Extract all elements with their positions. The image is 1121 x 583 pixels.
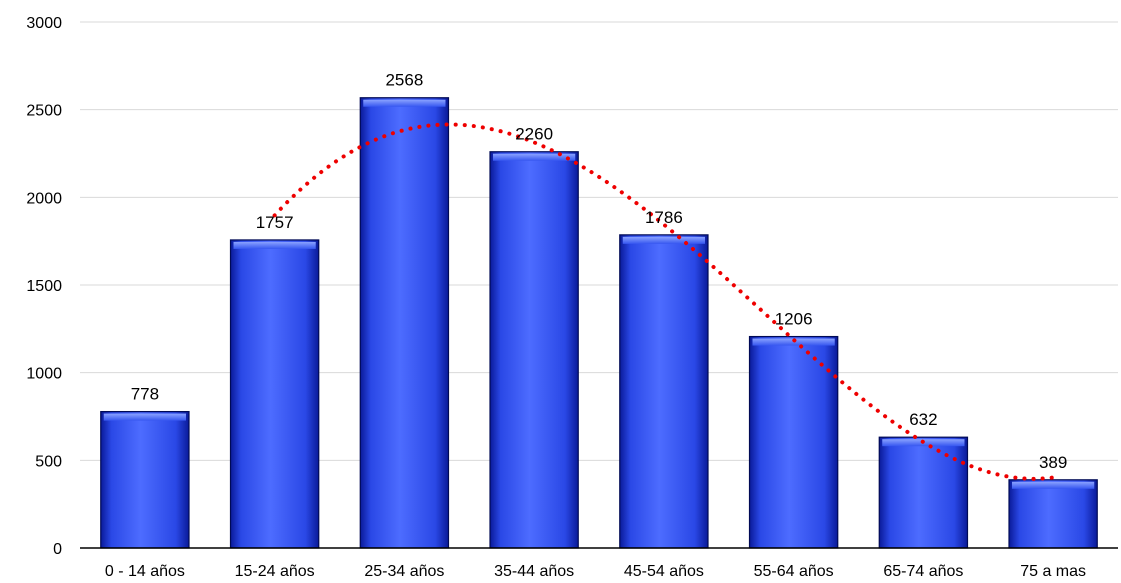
bar [229, 239, 320, 549]
y-tick-label: 1000 [26, 366, 62, 383]
bar-top-highlight [233, 241, 316, 249]
bar-body [229, 239, 320, 549]
data-label: 389 [1039, 453, 1067, 472]
data-label: 2260 [515, 125, 553, 144]
x-tick-label: 15-24 años [235, 563, 315, 580]
data-label: 778 [131, 385, 159, 404]
x-tick-label: 25-34 años [364, 563, 444, 580]
y-tick-label: 2000 [26, 190, 62, 207]
bar-body [619, 234, 709, 549]
bar-top-highlight [103, 413, 186, 421]
x-tick-label: 35-44 años [494, 563, 574, 580]
bar-top-highlight [493, 153, 576, 161]
data-label: 1757 [256, 213, 294, 232]
bar [359, 97, 450, 549]
bar [1008, 479, 1098, 549]
bar [489, 151, 579, 549]
data-label: 1206 [775, 310, 813, 329]
bar-top-highlight [1012, 481, 1095, 489]
y-tick-label: 2500 [26, 103, 62, 120]
trendline-path [272, 122, 1056, 481]
bar [748, 335, 839, 549]
y-tick-label: 1500 [26, 278, 62, 295]
y-tick-label: 500 [35, 453, 62, 470]
data-label: 1786 [645, 208, 683, 227]
y-axis-tick-labels: 0 500 1000 1500 2000 2500 3000 [26, 15, 62, 558]
data-label: 2568 [385, 71, 423, 90]
y-tick-label: 3000 [26, 15, 62, 32]
x-tick-label: 75 a mas [1020, 563, 1086, 580]
bars [100, 97, 1098, 549]
y-tick-label: 0 [53, 541, 62, 558]
bar [878, 436, 969, 549]
x-axis-tick-labels: 0 - 14 años 15-24 años 25-34 años 35-44 año… [105, 563, 1086, 580]
x-tick-label: 45-54 años [624, 563, 704, 580]
x-tick-label: 0 - 14 años [105, 563, 185, 580]
data-label: 632 [909, 410, 937, 429]
x-tick-label: 65-74 años [883, 563, 963, 580]
data-labels: 778 1757 2568 2260 1786 1206 632 389 [131, 71, 1068, 472]
bar-body [1008, 479, 1098, 549]
bar-body [359, 97, 450, 549]
bar [100, 410, 190, 549]
bar-top-highlight [363, 99, 446, 107]
x-tick-label: 55-64 años [754, 563, 834, 580]
trendline [272, 122, 1056, 481]
bar-body [878, 436, 969, 549]
bar-body [489, 151, 579, 549]
bar [619, 234, 709, 549]
bar-body [100, 410, 190, 549]
bar-body [748, 335, 839, 549]
bar-top-highlight [622, 236, 705, 244]
